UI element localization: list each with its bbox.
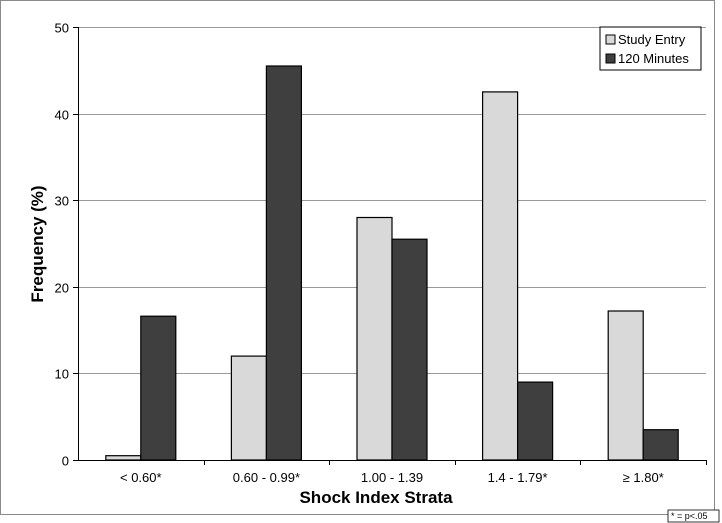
x-tick-labels: < 0.60* 0.60 - 0.99* 1.00 - 1.39 1.4 - 1.79… — [120, 470, 664, 485]
legend-label-120-minutes: 120 Minutes — [618, 51, 689, 66]
x-axis-title: Shock Index Strata — [299, 488, 453, 507]
legend-label-study-entry: Study Entry — [618, 32, 686, 47]
x-tick-label: ≥ 1.80* — [623, 470, 664, 485]
bar-study-entry — [356, 216, 393, 461]
y-axis-title: Frequency (%) — [28, 185, 47, 302]
y-tick-labels: 0 10 20 30 40 50 — [55, 21, 69, 469]
axes — [73, 27, 707, 465]
x-tick-label: < 0.60* — [120, 470, 162, 485]
y-tick-label: 30 — [55, 194, 69, 209]
y-tick-label: 50 — [55, 21, 69, 36]
y-tick-label: 40 — [55, 108, 69, 123]
bar-study-entry — [482, 91, 519, 461]
x-tick-label: 0.60 - 0.99* — [233, 470, 300, 485]
legend-swatch-120-minutes — [605, 53, 616, 64]
bar-study-entry — [607, 310, 644, 461]
chart-border — [0, 0, 715, 515]
footnote-text: * = p<.05 — [671, 511, 708, 521]
bar-120-minutes — [265, 65, 302, 461]
bars — [105, 65, 679, 461]
bar-study-entry — [230, 355, 267, 461]
legend-box — [599, 26, 702, 71]
legend: Study Entry 120 Minutes — [599, 26, 702, 71]
bar-120-minutes — [516, 381, 554, 461]
legend-swatch-study-entry — [605, 34, 616, 45]
y-tick-label: 10 — [55, 367, 69, 382]
bar-study-entry — [105, 455, 142, 461]
y-tick-label: 0 — [62, 454, 69, 469]
bar-120-minutes — [642, 429, 679, 461]
bar-120-minutes — [140, 315, 177, 461]
y-tick-label: 20 — [55, 281, 69, 296]
footnote-box — [667, 509, 720, 523]
footnote: * = p<.05 — [667, 509, 720, 523]
x-tick-label: 1.00 - 1.39 — [361, 470, 423, 485]
bar-120-minutes — [391, 238, 428, 461]
x-tick-label: 1.4 - 1.79* — [488, 470, 548, 485]
